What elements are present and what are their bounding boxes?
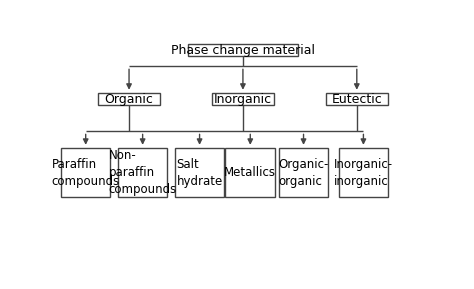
- Text: Phase change material: Phase change material: [171, 44, 315, 57]
- FancyBboxPatch shape: [326, 93, 388, 105]
- Text: Organic: Organic: [105, 93, 154, 106]
- FancyBboxPatch shape: [98, 93, 160, 105]
- Text: Eutectic: Eutectic: [331, 93, 382, 106]
- Text: Salt
hydrate: Salt hydrate: [176, 158, 223, 188]
- FancyBboxPatch shape: [338, 148, 388, 197]
- FancyBboxPatch shape: [188, 44, 298, 56]
- Text: Inorganic-
inorganic: Inorganic- inorganic: [334, 158, 393, 188]
- Text: Organic-
organic: Organic- organic: [278, 158, 329, 188]
- FancyBboxPatch shape: [175, 148, 224, 197]
- Text: Non-
paraffin
compounds: Non- paraffin compounds: [109, 149, 177, 196]
- FancyBboxPatch shape: [226, 148, 275, 197]
- FancyBboxPatch shape: [118, 148, 167, 197]
- FancyBboxPatch shape: [279, 148, 328, 197]
- FancyBboxPatch shape: [212, 93, 274, 105]
- Text: Metallics: Metallics: [224, 166, 276, 179]
- Text: Inorganic: Inorganic: [214, 93, 272, 106]
- Text: Paraffin
compounds: Paraffin compounds: [52, 158, 120, 188]
- FancyBboxPatch shape: [61, 148, 110, 197]
